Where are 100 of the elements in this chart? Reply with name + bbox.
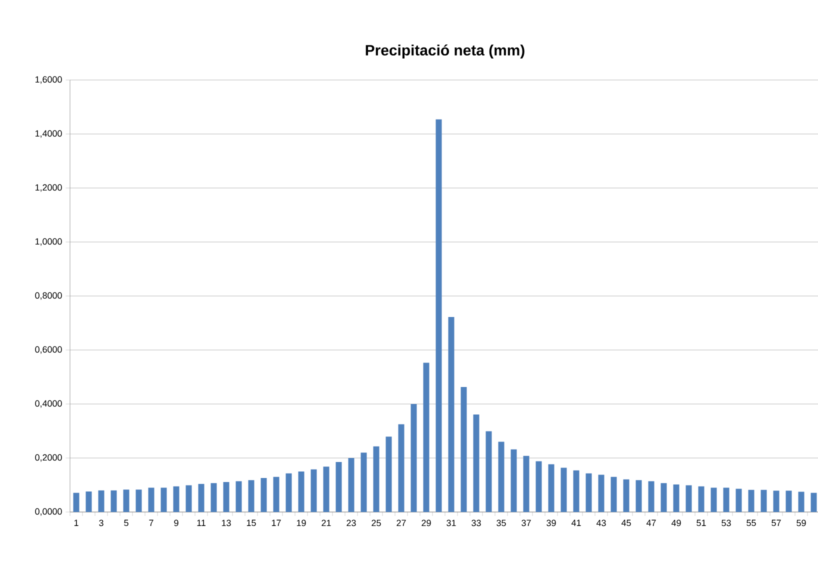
- bar: [748, 490, 754, 512]
- bar: [598, 474, 604, 512]
- x-tick-label: 9: [174, 520, 178, 526]
- bar: [336, 462, 342, 512]
- x-tick-label: 15: [246, 520, 256, 526]
- bar: [260, 478, 267, 512]
- y-tick-label: 1,2000: [35, 184, 62, 192]
- y-tick-label: 1,6000: [35, 76, 62, 84]
- x-tick-label: 7: [149, 520, 154, 526]
- bar: [410, 404, 417, 512]
- bar: [98, 490, 104, 512]
- bar: [798, 492, 804, 512]
- bar: [648, 481, 654, 512]
- x-tick-label: 29: [422, 520, 431, 526]
- bar: [298, 472, 304, 512]
- bar: [223, 482, 230, 512]
- x-tick-label: 31: [446, 520, 456, 526]
- x-tick-label: 1: [74, 520, 78, 526]
- x-tick-label: 27: [396, 520, 406, 526]
- bar: [460, 386, 467, 512]
- bar: [786, 490, 792, 512]
- x-tick-label: 45: [621, 520, 631, 526]
- bar: [760, 490, 767, 512]
- bar: [723, 488, 730, 512]
- bar: [273, 476, 280, 512]
- bar: [586, 473, 592, 512]
- bar: [136, 490, 142, 512]
- bar: [373, 446, 380, 512]
- bar: [386, 436, 392, 512]
- bar: [510, 449, 517, 512]
- bar: [360, 452, 367, 512]
- bar: [323, 466, 330, 512]
- bar: [123, 490, 130, 512]
- y-tick-label: 0,6000: [35, 346, 62, 354]
- x-tick-label: 49: [671, 520, 681, 526]
- y-tick-label: 0,0000: [35, 508, 62, 516]
- bar: [423, 362, 430, 512]
- bar: [610, 476, 617, 512]
- y-tick-label: 1,4000: [35, 130, 62, 138]
- y-tick-label: 0,8000: [35, 292, 62, 300]
- x-tick-label: 39: [546, 520, 556, 526]
- bar: [160, 488, 167, 512]
- chart-title: Precipitació neta (mm): [366, 44, 524, 58]
- y-tick-label: 0,4000: [35, 400, 62, 408]
- x-tick-label: 41: [571, 520, 581, 526]
- bar: [210, 483, 217, 512]
- bar: [736, 488, 742, 512]
- bar: [773, 490, 780, 512]
- x-tick-label: 35: [496, 520, 506, 526]
- x-tick-label: 51: [696, 520, 706, 526]
- bar: [348, 458, 354, 512]
- x-tick-label: 55: [746, 520, 756, 526]
- bar: [248, 480, 254, 512]
- bar: [660, 483, 667, 512]
- bar: [148, 488, 154, 512]
- bar: [110, 490, 117, 512]
- x-tick-label: 43: [596, 520, 606, 526]
- x-tick-label: 21: [322, 520, 331, 526]
- bar: [636, 480, 642, 512]
- bar: [560, 468, 567, 512]
- x-tick-label: 37: [522, 520, 531, 526]
- x-tick-label: 47: [646, 520, 656, 526]
- bar: [236, 481, 242, 512]
- y-tick-label: 1,0000: [35, 238, 62, 246]
- bar: [473, 414, 480, 512]
- bar: [710, 488, 717, 512]
- bar: [573, 470, 580, 512]
- bar: [698, 486, 704, 512]
- bar: [448, 317, 454, 512]
- bar: [310, 469, 317, 512]
- x-tick-label: 23: [346, 520, 356, 526]
- bar: [436, 119, 442, 512]
- bar: [810, 492, 817, 512]
- y-tick-label: 0,2000: [35, 454, 62, 462]
- bar: [173, 486, 180, 512]
- bar: [73, 492, 80, 512]
- x-tick-label: 59: [796, 520, 806, 526]
- bar: [286, 473, 292, 512]
- bar: [198, 484, 204, 512]
- bar: [548, 464, 554, 512]
- x-tick-label: 5: [124, 520, 128, 526]
- bar: [186, 485, 192, 512]
- bar: [623, 479, 630, 512]
- x-tick-label: 33: [472, 520, 481, 526]
- bar: [523, 456, 530, 512]
- x-tick-label: 57: [772, 520, 781, 526]
- bar: [536, 461, 542, 512]
- x-tick-label: 11: [197, 520, 206, 526]
- bar: [686, 485, 692, 512]
- bar: [498, 442, 504, 512]
- x-tick-label: 3: [99, 520, 104, 526]
- x-tick-label: 17: [272, 520, 281, 526]
- x-tick-label: 25: [372, 520, 381, 526]
- bar: [673, 484, 680, 512]
- x-tick-label: 53: [722, 520, 731, 526]
- x-tick-label: 13: [222, 520, 231, 526]
- bar: [486, 431, 492, 512]
- bar: [86, 491, 92, 512]
- bar: [398, 424, 404, 512]
- x-tick-label: 19: [296, 520, 306, 526]
